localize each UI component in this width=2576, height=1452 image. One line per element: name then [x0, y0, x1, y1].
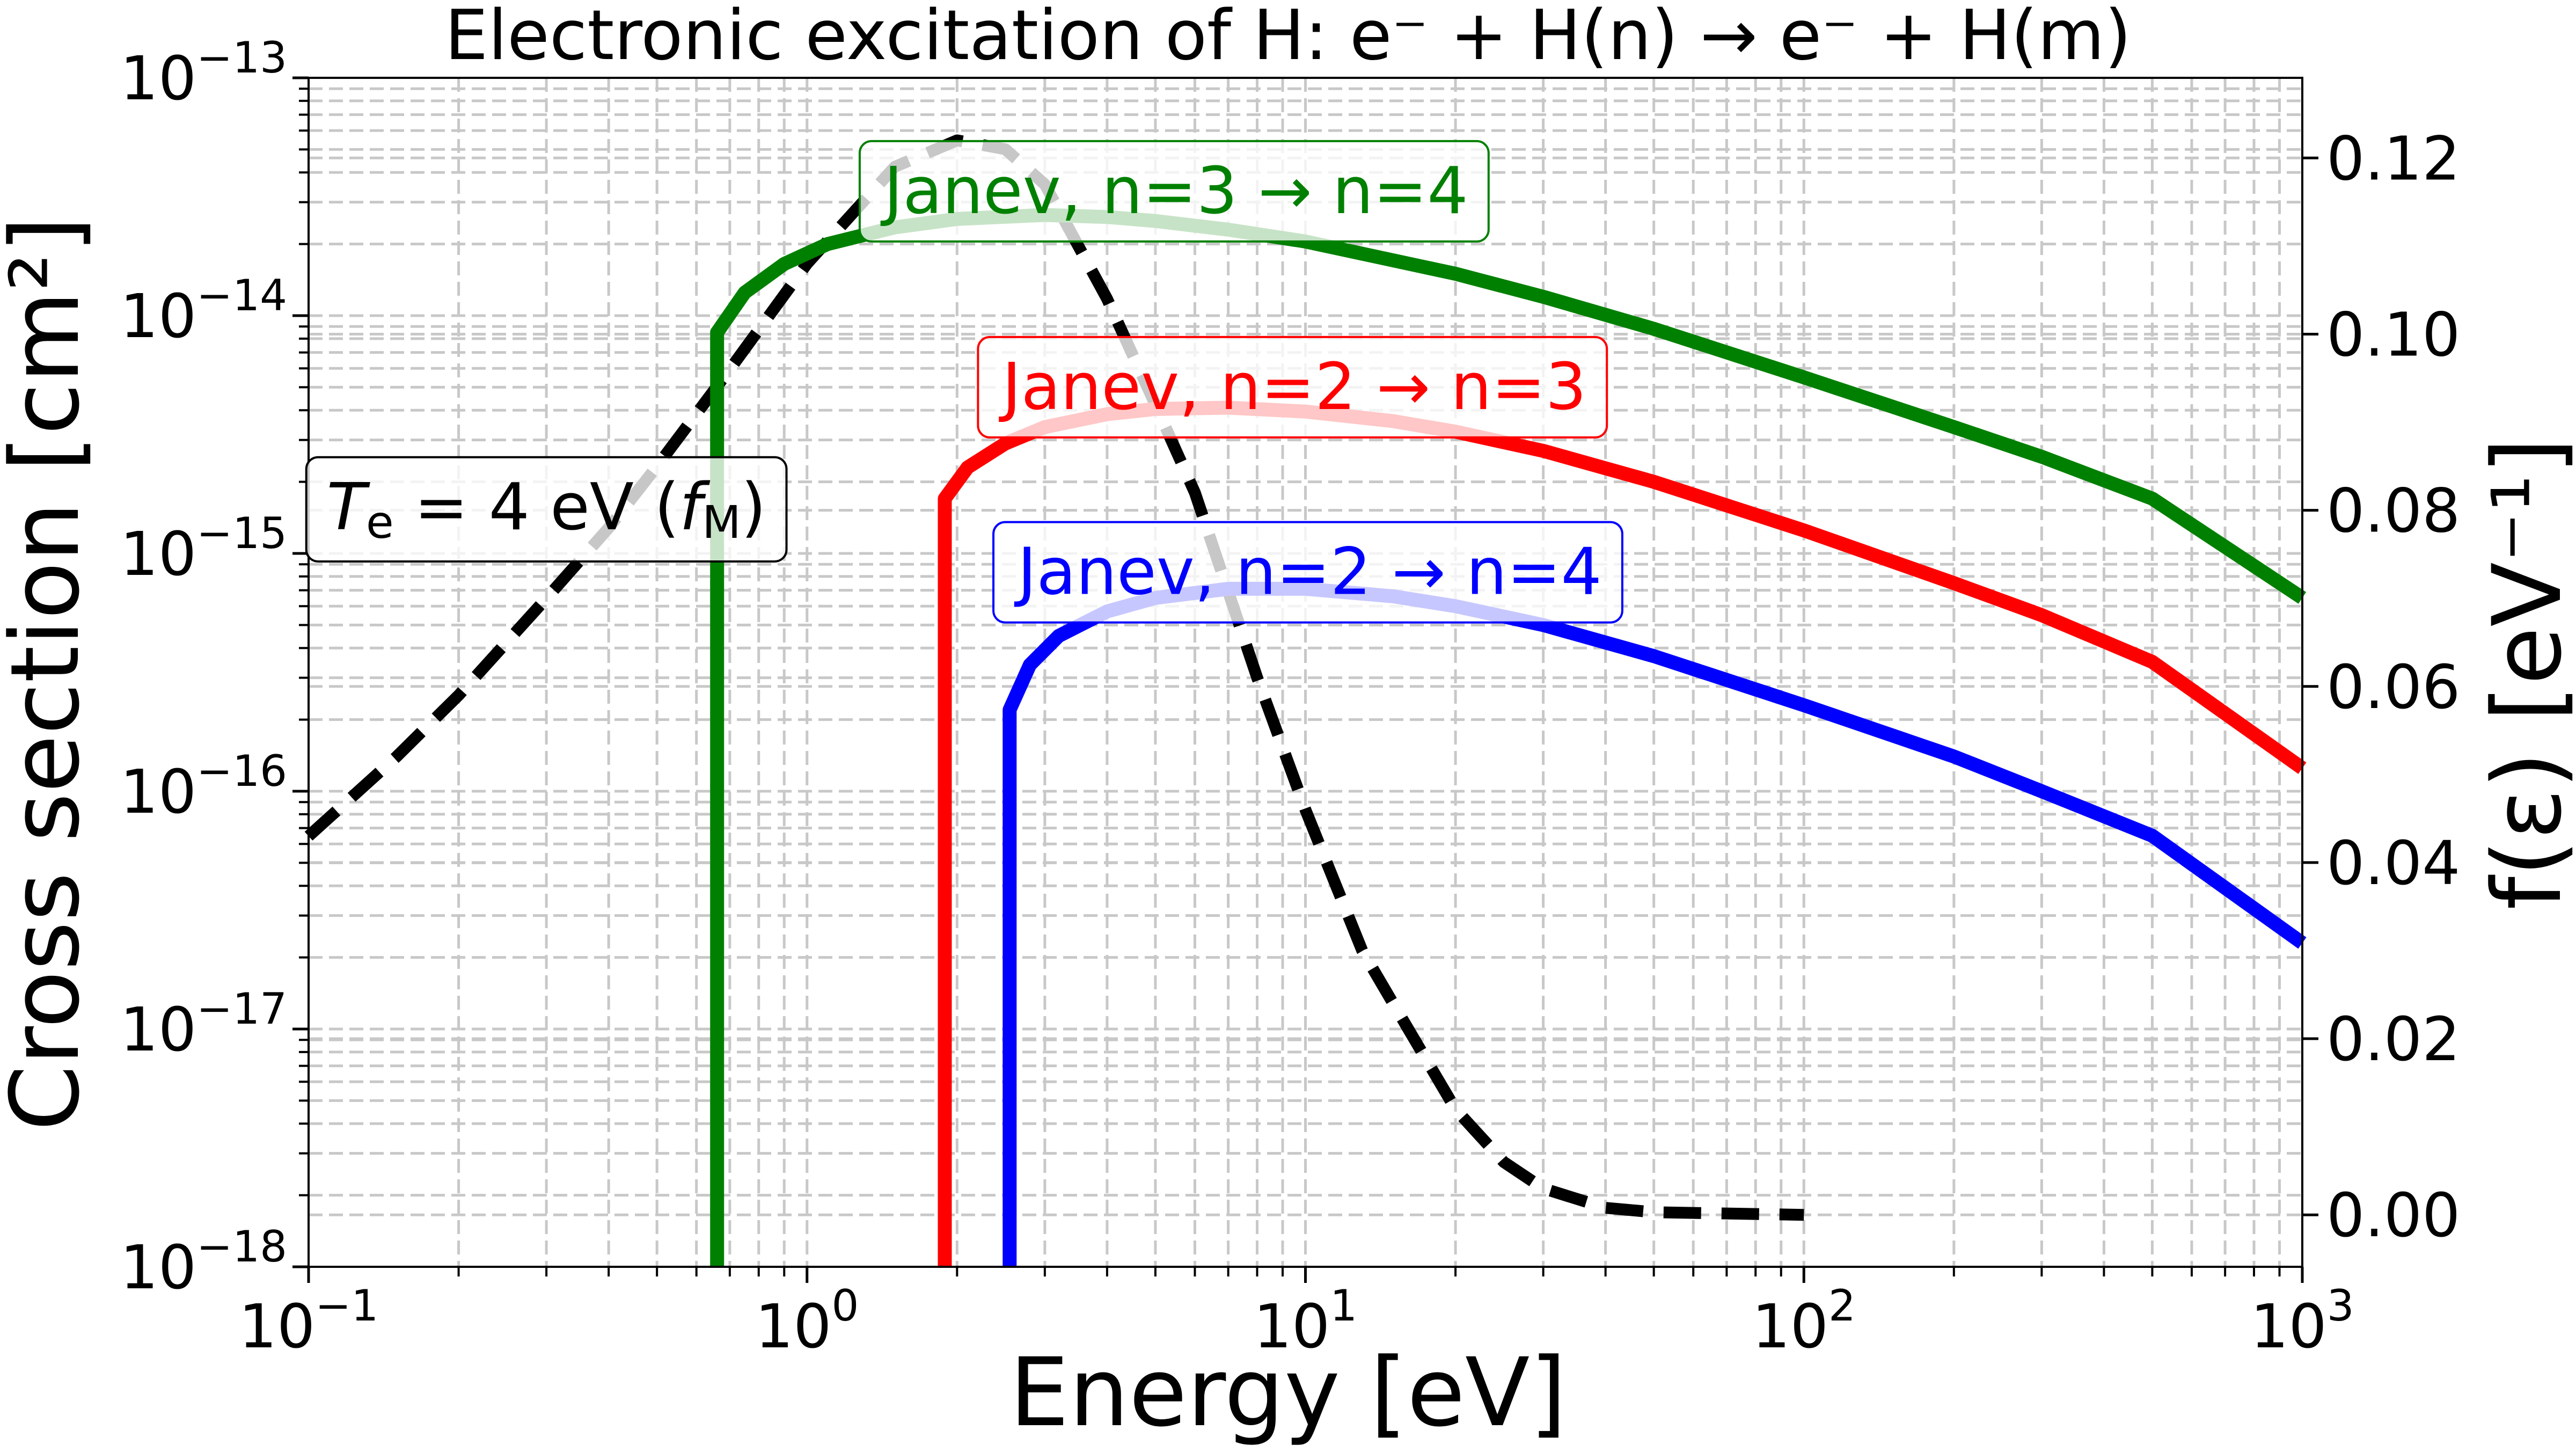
annotation-label-0: Janev, n=3 → n=4 [858, 140, 1490, 243]
y2-axis-label: f(ε) [eV⁻¹] [2472, 437, 2576, 910]
annotation-text: Te = 4 eV (fM) [327, 470, 766, 549]
grid-layer [309, 78, 2302, 1267]
y-tick-label: 10−15 [120, 508, 287, 589]
y2-tick-label: 0.04 [2326, 829, 2460, 899]
annotation-label-3: Te = 4 eV (fM) [305, 456, 788, 563]
annotation-box [858, 140, 1490, 243]
y2-tick-label: 0.00 [2326, 1181, 2460, 1251]
y2-tick-label: 0.02 [2326, 1005, 2460, 1075]
annotation-text: Janev, n=2 → n=3 [998, 350, 1586, 425]
annotation-text: Janev, n=3 → n=4 [880, 154, 1468, 229]
y-tick-label: 10−18 [120, 1222, 287, 1303]
x-axis-label: Energy [eV] [1009, 1338, 1567, 1448]
y2-tick-label: 0.06 [2326, 653, 2460, 723]
annotation-box [305, 456, 788, 563]
y-tick-label: 10−14 [120, 271, 287, 352]
y-axis-label: Cross section [cm²] [0, 216, 100, 1131]
y-tick-label: 10−13 [120, 33, 287, 114]
y-tick-label: 10−16 [120, 746, 287, 827]
y2-tick-label: 0.10 [2326, 300, 2460, 370]
annotation-text: Janev, n=2 → n=4 [1014, 535, 1602, 610]
y2-tick-label: 0.08 [2326, 477, 2460, 546]
y-tick-label: 10−17 [120, 984, 287, 1065]
x-tick-label: 101 [1254, 1281, 1357, 1362]
annotation-label-2: Janev, n=2 → n=4 [992, 521, 1623, 624]
ticks-layer: 10−1 100 101 102 10310−1810−1710−1610−1510−1… [120, 33, 2461, 1362]
annotations-layer: Janev, n=3 → n=4 Janev, n=2 → n=3 Janev, n… [305, 140, 1623, 624]
annotation-label-1: Janev, n=2 → n=3 [977, 335, 1608, 439]
chart-title: Electronic excitation of H: e⁻ + H(n) → … [445, 0, 2132, 76]
y2-tick-label: 0.12 [2326, 124, 2460, 194]
annotation-box [992, 521, 1623, 624]
annotation-box [977, 335, 1608, 439]
